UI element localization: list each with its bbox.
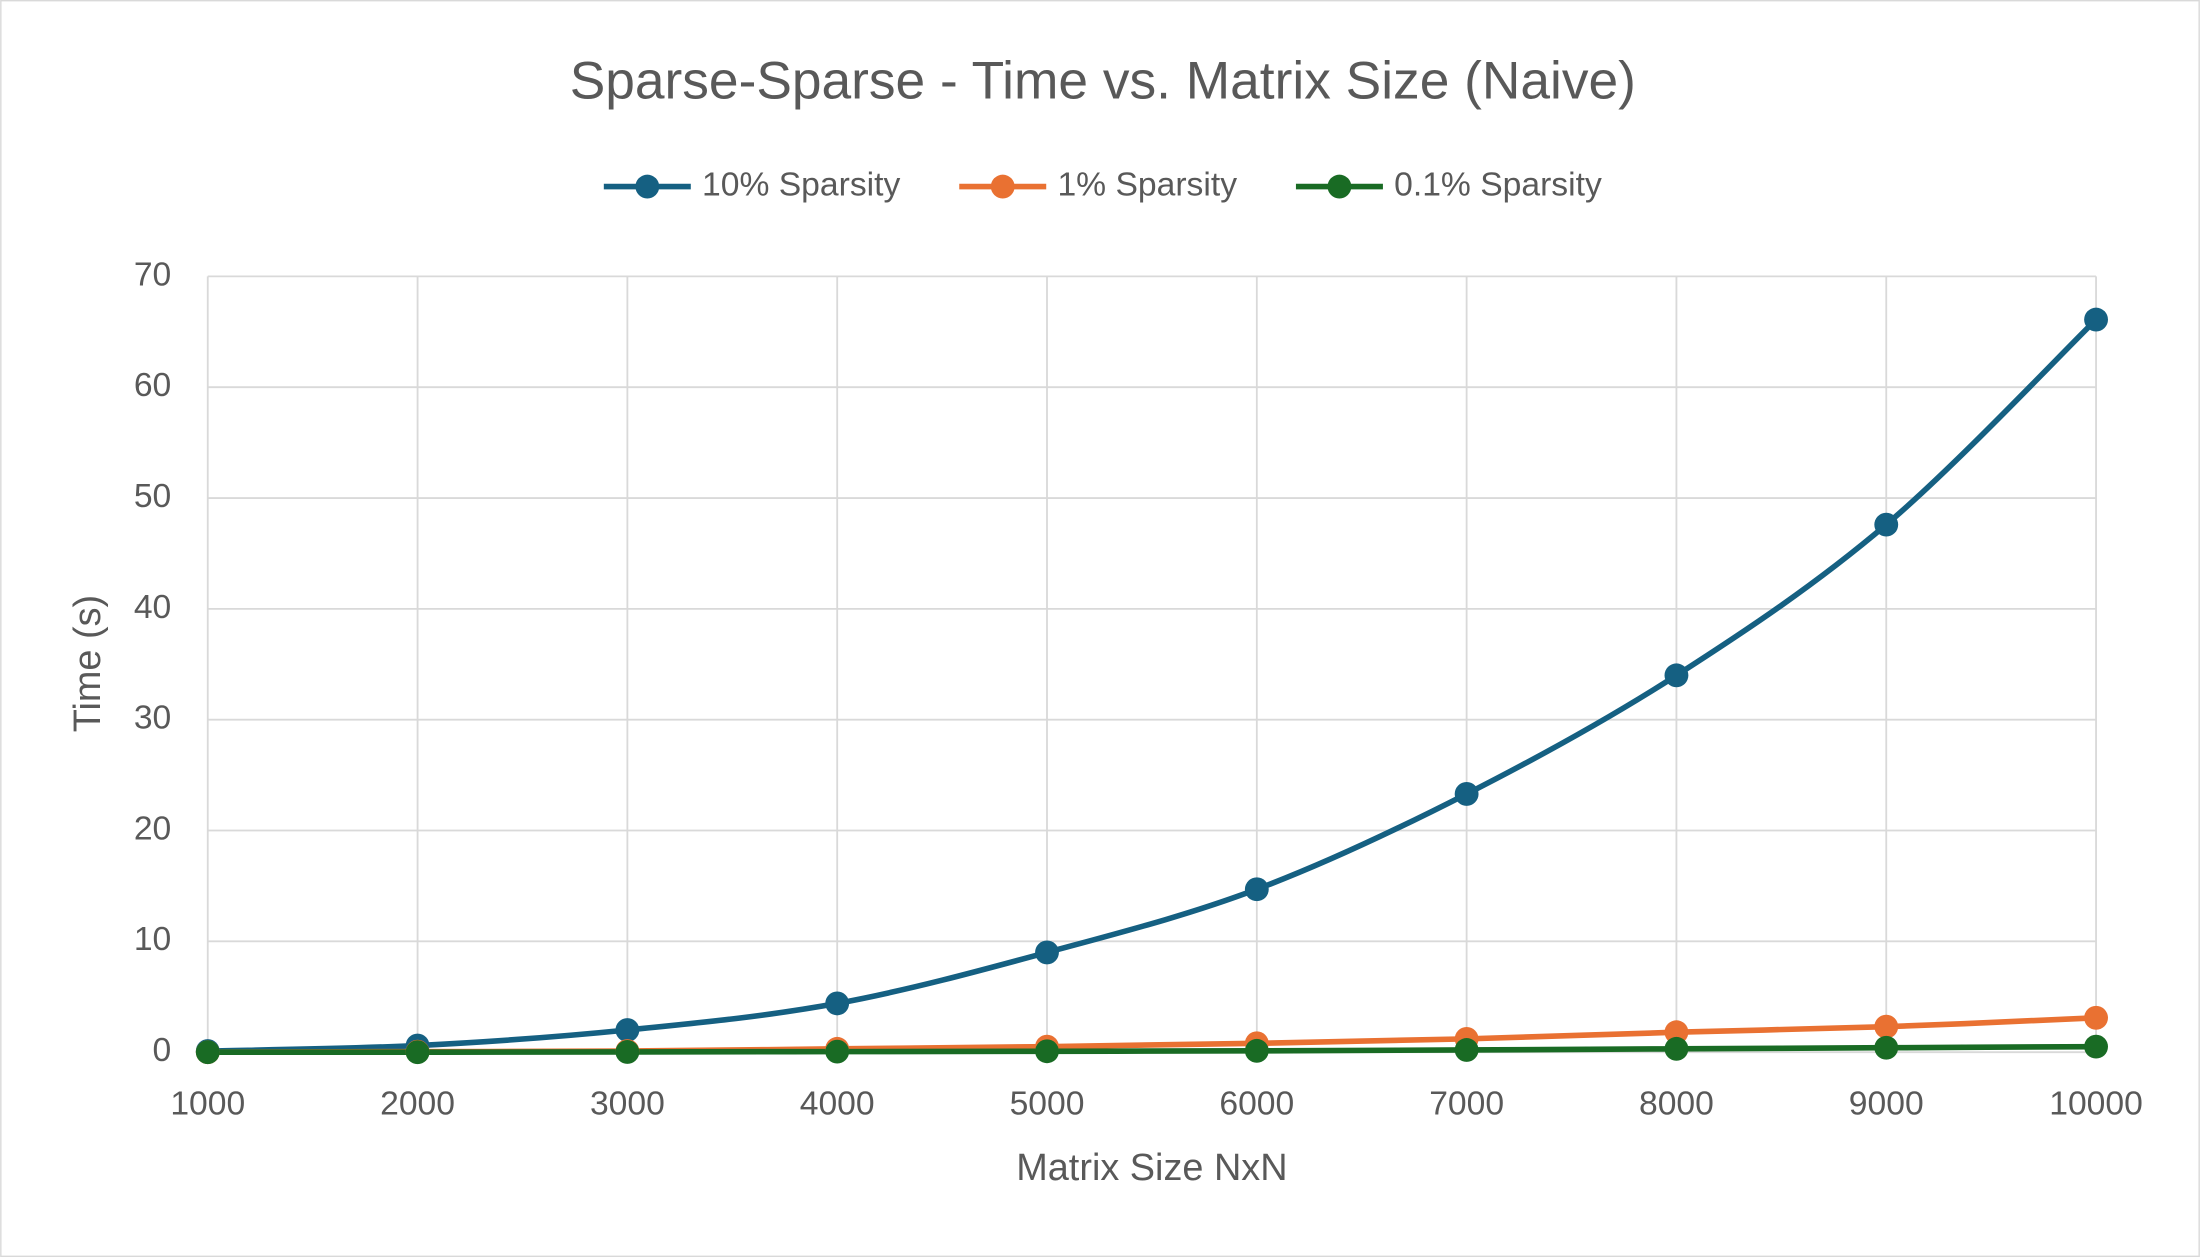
x-tick-label: 7000 bbox=[1429, 1085, 1504, 1122]
x-tick-label: 10000 bbox=[2049, 1085, 2143, 1122]
data-point bbox=[1874, 1014, 1899, 1039]
y-tick-label: 0 bbox=[153, 1032, 172, 1069]
data-point bbox=[1664, 663, 1689, 688]
x-tick-label: 8000 bbox=[1639, 1085, 1714, 1122]
x-tick-label: 4000 bbox=[800, 1085, 875, 1122]
data-point bbox=[1874, 1035, 1899, 1060]
legend-marker bbox=[635, 174, 660, 199]
x-axis-title: Matrix Size NxN bbox=[1016, 1147, 1287, 1189]
x-tick-label: 2000 bbox=[380, 1085, 455, 1122]
data-point bbox=[195, 1040, 220, 1065]
data-point bbox=[825, 1039, 850, 1064]
legend-label: 1% Sparsity bbox=[1057, 166, 1237, 203]
y-tick-label: 20 bbox=[134, 810, 171, 847]
legend-label: 10% Sparsity bbox=[702, 166, 900, 203]
data-point bbox=[1874, 512, 1899, 537]
data-point bbox=[1244, 1038, 1269, 1063]
data-point bbox=[405, 1040, 430, 1065]
x-tick-label: 3000 bbox=[590, 1085, 665, 1122]
legend-marker bbox=[990, 174, 1015, 199]
data-point bbox=[2084, 1034, 2108, 1059]
y-axis-title: Time (s) bbox=[67, 595, 109, 732]
data-point bbox=[615, 1040, 640, 1064]
y-tick-label: 60 bbox=[134, 367, 171, 404]
x-tick-label: 6000 bbox=[1219, 1085, 1294, 1122]
x-tick-label: 5000 bbox=[1010, 1085, 1085, 1122]
legend: 10% Sparsity 1% Sparsity 0.1% Sparsity bbox=[603, 166, 1602, 203]
x-tick-label: 1000 bbox=[170, 1085, 245, 1122]
legend-marker bbox=[1327, 174, 1352, 199]
data-point bbox=[2084, 307, 2108, 332]
data-point bbox=[1664, 1036, 1689, 1061]
y-tick-label: 50 bbox=[134, 478, 171, 515]
data-point bbox=[1454, 1038, 1479, 1062]
data-point bbox=[1454, 782, 1479, 806]
legend-item: 1% Sparsity bbox=[959, 166, 1237, 203]
data-point bbox=[2084, 1005, 2108, 1030]
series-line bbox=[207, 1043, 2097, 1055]
data-point bbox=[1035, 940, 1059, 965]
y-tick-label: 10 bbox=[134, 921, 171, 958]
data-point bbox=[1035, 1039, 1059, 1064]
legend-label: 0.1% Sparsity bbox=[1394, 166, 1602, 203]
data-point bbox=[615, 1018, 640, 1042]
legend-item: 0.1% Sparsity bbox=[1295, 166, 1602, 203]
y-tick-label: 40 bbox=[134, 589, 171, 626]
data-point bbox=[825, 991, 850, 1016]
y-tick-label: 30 bbox=[134, 700, 171, 737]
y-tick-label: 70 bbox=[134, 256, 171, 293]
chart-title: Sparse-Sparse - Time vs. Matrix Size (Na… bbox=[570, 51, 1636, 110]
legend-item: 10% Sparsity bbox=[603, 166, 900, 203]
data-point bbox=[1664, 1020, 1689, 1045]
series-line bbox=[207, 317, 2099, 1054]
grid bbox=[206, 275, 2097, 1054]
data-point bbox=[1244, 877, 1269, 902]
x-tick-label: 9000 bbox=[1849, 1085, 1924, 1122]
